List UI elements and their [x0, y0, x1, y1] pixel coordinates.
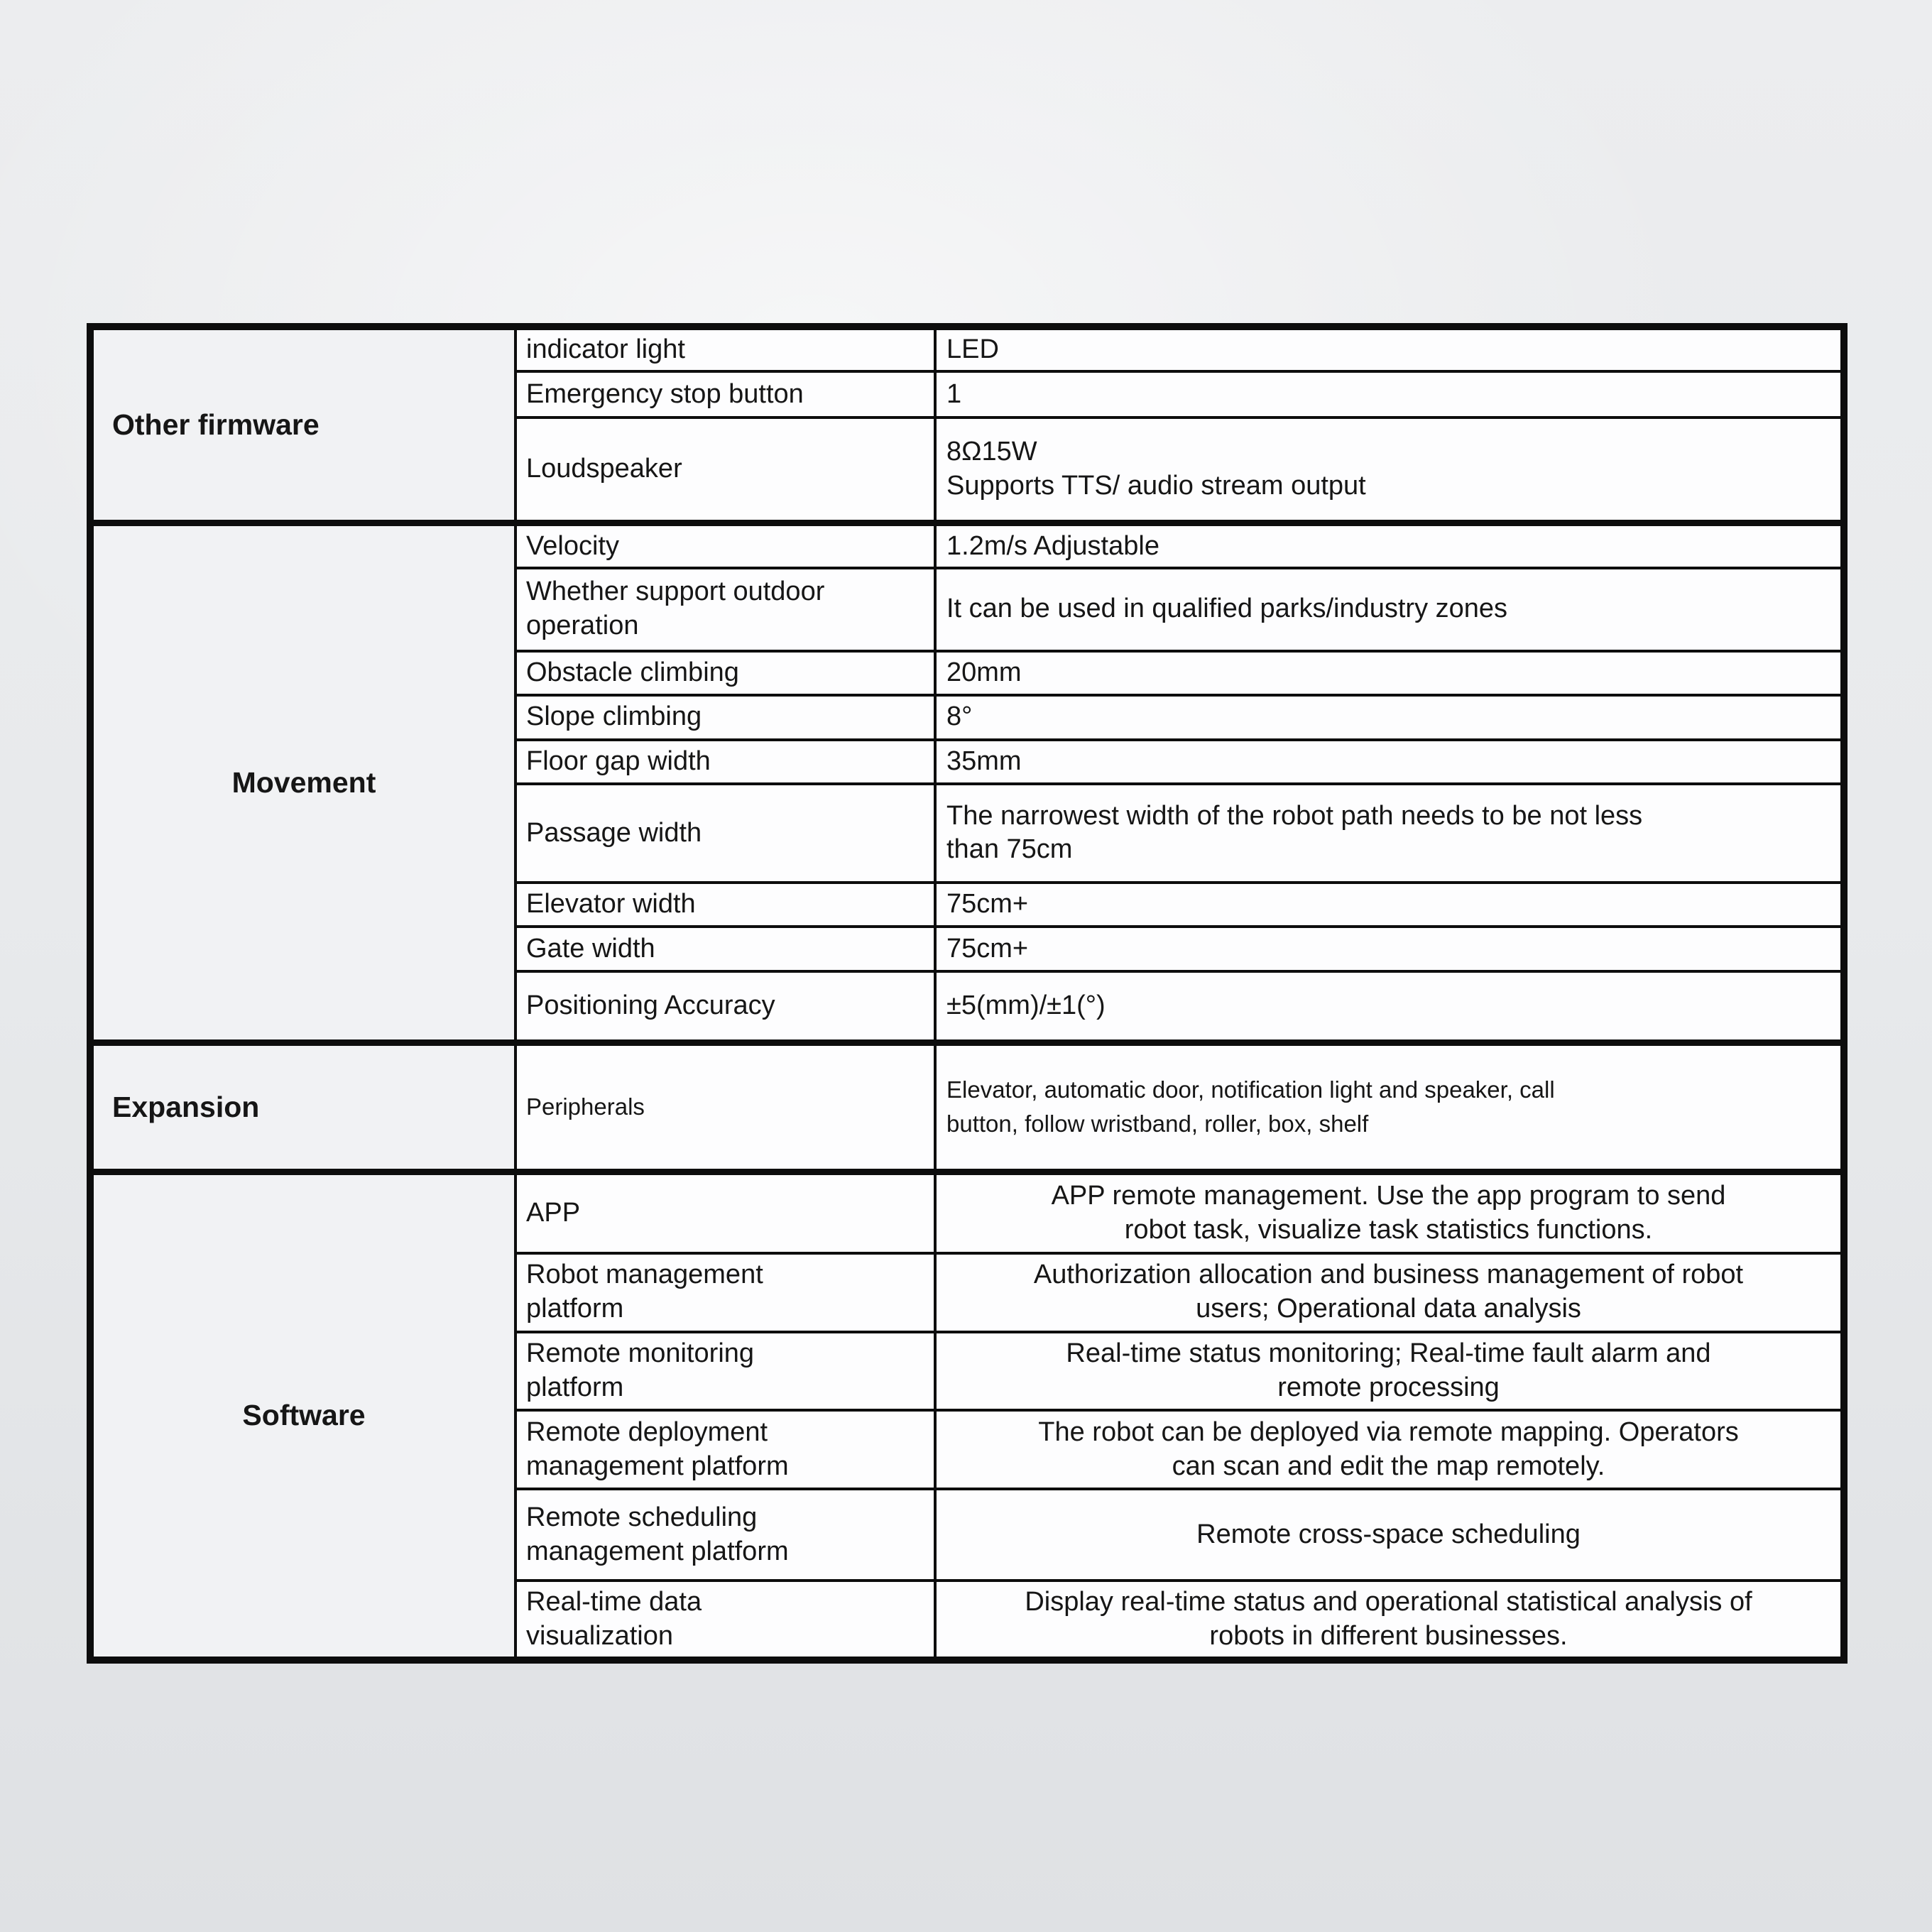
spec-value-cell: Remote cross-space scheduling — [934, 1488, 1845, 1583]
spec-label-cell: Gate width — [514, 925, 937, 973]
spec-value-cell: The robot can be deployed via remote map… — [934, 1409, 1845, 1491]
table-row: Movement Velocity 1.2m/s Adjustable — [89, 520, 1845, 1044]
spec-value-cell: 1 — [934, 370, 1845, 419]
table-row: Floor gap width 35mm — [90, 738, 1845, 785]
spec-label-cell: Remote scheduling management platform — [514, 1488, 937, 1583]
table-row: Expansion Peripherals Elevator, automati… — [89, 1039, 1845, 1174]
table-row: Positioning Accuracy ±5(mm)/±1(°) — [90, 969, 1845, 1044]
spec-value-cell: It can be used in qualified parks/indust… — [934, 566, 1845, 653]
spec-value-cell: 20mm — [934, 649, 1845, 697]
spec-value-cell: Elevator, automatic door, notification l… — [934, 1039, 1845, 1174]
spec-label-cell: Obstacle climbing — [514, 649, 937, 697]
spec-value-cell: 8Ω15W Supports TTS/ audio stream output — [934, 415, 1845, 525]
spec-label-cell: Elevator width — [514, 880, 937, 929]
spec-label-cell: APP — [514, 1168, 937, 1255]
spec-label-cell: Whether support outdoor operation — [514, 566, 937, 653]
spec-label-cell: Real-time data visualization — [514, 1579, 937, 1661]
spec-label-cell: Robot management platform — [514, 1251, 937, 1333]
table-row: Slope climbing 8° — [90, 694, 1845, 741]
table-row: Remote scheduling management platform Re… — [90, 1488, 1845, 1583]
spec-label-cell: Emergency stop button — [514, 370, 937, 419]
table-row: Loudspeaker 8Ω15W Supports TTS/ audio st… — [90, 415, 1845, 525]
table-row: Obstacle climbing 20mm — [90, 649, 1845, 697]
spec-value-cell: Display real-time status and operational… — [934, 1579, 1845, 1661]
category-cell-software: Software — [89, 1168, 517, 1661]
table-row: Elevator width 75cm+ — [90, 880, 1845, 929]
spec-value-cell: APP remote management. Use the app progr… — [934, 1168, 1845, 1255]
table-row: Remote monitoring platform Real-time sta… — [90, 1330, 1845, 1412]
spec-label-cell: Remote monitoring platform — [514, 1330, 937, 1412]
spec-value-cell: Real-time status monitoring; Real-time f… — [934, 1330, 1845, 1412]
spec-label-cell: Peripherals — [514, 1039, 937, 1174]
spec-value-cell: Authorization allocation and business ma… — [934, 1251, 1845, 1333]
spec-value-cell: 1.2m/s Adjustable — [934, 520, 1845, 569]
table-row: Remote deployment management platform Th… — [90, 1409, 1845, 1491]
spec-label-cell: Floor gap width — [514, 738, 937, 785]
spec-label-cell: Positioning Accuracy — [514, 969, 937, 1044]
spec-label-cell: indicator light — [514, 324, 937, 373]
spec-table: Other firmware indicator light LED Emerg… — [87, 323, 1848, 1664]
table-row: Robot management platform Authorization … — [90, 1251, 1845, 1333]
spec-value-cell: The narrowest width of the robot path ne… — [934, 782, 1845, 885]
spec-value-cell: LED — [934, 324, 1845, 373]
category-cell-other-firmware: Other firmware — [89, 325, 517, 525]
spec-label-cell: Passage width — [514, 782, 937, 885]
spec-value-cell: 75cm+ — [934, 880, 1845, 929]
table-row: Whether support outdoor operation It can… — [90, 566, 1845, 653]
table-row: Software APP APP remote management. Use … — [89, 1168, 1845, 1661]
category-cell-movement: Movement — [89, 520, 517, 1044]
spec-value-cell: 8° — [934, 694, 1845, 741]
table-row: Emergency stop button 1 — [90, 370, 1845, 419]
spec-label-cell: Velocity — [514, 520, 937, 569]
spec-value-cell: ±5(mm)/±1(°) — [934, 969, 1845, 1044]
category-cell-expansion: Expansion — [89, 1039, 517, 1174]
spec-value-cell: 35mm — [934, 738, 1845, 785]
spec-value-cell: 75cm+ — [934, 925, 1845, 973]
table-row: Passage width The narrowest width of the… — [90, 782, 1845, 885]
spec-label-cell: Loudspeaker — [514, 415, 937, 525]
table-row: Real-time data visualization Display rea… — [90, 1579, 1845, 1661]
table-row: Gate width 75cm+ — [90, 925, 1845, 973]
table-row: Other firmware indicator light LED — [89, 324, 1845, 525]
spec-label-cell: Slope climbing — [514, 694, 937, 741]
spec-label-cell: Remote deployment management platform — [514, 1409, 937, 1491]
